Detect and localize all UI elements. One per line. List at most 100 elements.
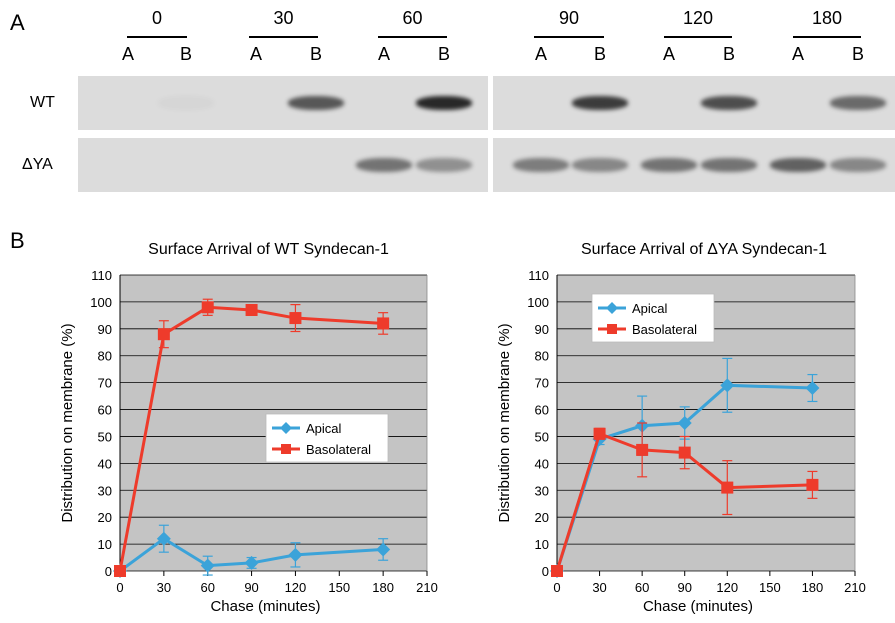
time-bracket [793, 36, 861, 38]
legend-label: Apical [632, 301, 668, 316]
legend-marker [607, 324, 617, 334]
blot-band [701, 96, 757, 110]
blot-band [641, 158, 697, 172]
y-tick-label: 100 [90, 295, 112, 310]
data-point [721, 481, 734, 494]
blot-row-label: ΔYA [22, 156, 53, 173]
y-tick-label: 0 [105, 564, 112, 579]
y-tick-label: 30 [535, 483, 549, 498]
y-tick-label: 110 [91, 268, 112, 283]
legend-label: Basolateral [632, 322, 697, 337]
legend-label: Basolateral [306, 442, 371, 457]
legend-marker [606, 302, 618, 314]
time-bracket [378, 36, 447, 38]
lane-label: B [722, 44, 735, 64]
panel-a-letter: A [10, 10, 25, 35]
y-tick-label: 10 [535, 537, 549, 552]
blot-strip [493, 76, 895, 130]
y-tick-label: 30 [98, 483, 112, 498]
data-point [806, 478, 819, 491]
x-tick-label: 180 [372, 580, 394, 595]
time-label: 30 [273, 8, 294, 28]
x-tick-label: 0 [116, 580, 123, 595]
chart-1: 0 10 20 30 40 50 60 70 80 90 100 110 0 30 60 90 120 150 18… [59, 241, 438, 615]
data-point [114, 565, 126, 577]
x-tick-label: 30 [592, 580, 606, 595]
lane-label: A [662, 44, 675, 64]
time-bracket [534, 36, 604, 38]
y-tick-label: 70 [98, 376, 112, 391]
legend-box [265, 413, 389, 463]
series-line-basolateral [555, 431, 813, 572]
data-point [157, 328, 170, 341]
x-tick-label: 60 [200, 580, 214, 595]
blot-band [288, 96, 344, 110]
blot-band [416, 158, 472, 172]
y-tick-label: 10 [98, 537, 112, 552]
blot-band [572, 158, 628, 172]
x-tick-label: 120 [716, 580, 738, 595]
data-point [805, 381, 820, 396]
lane-label: A [249, 44, 262, 64]
data-point [201, 301, 214, 314]
chart-title: Surface Arrival of WT Syndecan-1 [148, 241, 389, 258]
y-tick-label: 20 [535, 510, 549, 525]
lane-label: A [377, 44, 390, 64]
blot-band [830, 96, 886, 110]
blot-strip [78, 138, 488, 192]
data-point [677, 416, 692, 430]
blot-band [416, 96, 472, 110]
x-tick-label: 90 [677, 580, 691, 595]
x-tick-label: 60 [635, 580, 649, 595]
y-tick-label: 0 [542, 564, 549, 579]
y-tick-label: 80 [535, 349, 549, 364]
y-tick-label: 60 [535, 403, 549, 418]
legend-label: Apical [306, 421, 342, 436]
x-tick-label: 120 [285, 580, 307, 595]
time-label: 0 [151, 8, 162, 28]
blot-band [701, 158, 757, 172]
y-tick-label: 100 [527, 295, 549, 310]
lane-label: B [851, 44, 864, 64]
legend-marker [280, 422, 292, 434]
y-tick-label: 80 [98, 349, 112, 364]
y-tick-label: 50 [535, 429, 549, 444]
chart-title: Surface Arrival of ΔYA Syndecan-1 [581, 241, 827, 258]
panel-b-letter: B [10, 228, 25, 253]
data-point [636, 443, 649, 456]
y-tick-label: 110 [528, 268, 549, 283]
y-tick-label: 40 [98, 456, 112, 471]
x-axis-label: Chase (minutes) [643, 598, 753, 615]
time-bracket [664, 36, 732, 38]
blot-band [830, 158, 886, 172]
lane-label: B [179, 44, 192, 64]
data-point [289, 312, 302, 325]
data-point [678, 446, 691, 459]
y-tick-label: 60 [98, 403, 112, 418]
series-line-apical [119, 536, 384, 573]
data-point [377, 317, 390, 330]
x-tick-label: 150 [759, 580, 781, 595]
time-label: 180 [811, 8, 843, 28]
x-axis-label: Chase (minutes) [210, 598, 320, 615]
x-tick-label: 0 [553, 580, 560, 595]
data-point [200, 558, 215, 573]
x-tick-label: 90 [244, 580, 258, 595]
legend-marker [281, 444, 291, 454]
chart-2: 0 10 20 30 40 50 60 70 80 90 100 110 0 30 60 90 120 150 18… [496, 241, 866, 615]
lane-label: A [791, 44, 804, 64]
blot-row-label: WT [30, 94, 55, 111]
y-axis-label: Distribution on membrane (%) [496, 323, 513, 522]
data-point [156, 531, 171, 546]
blot-band [513, 158, 569, 172]
y-tick-label: 90 [535, 322, 549, 337]
x-tick-label: 210 [844, 580, 866, 595]
x-tick-label: 150 [328, 580, 350, 595]
x-tick-label: 30 [157, 580, 171, 595]
data-point [376, 542, 391, 557]
y-tick-label: 40 [535, 456, 549, 471]
lane-label: B [593, 44, 606, 64]
blot-band [572, 96, 628, 110]
y-tick-label: 90 [98, 322, 112, 337]
